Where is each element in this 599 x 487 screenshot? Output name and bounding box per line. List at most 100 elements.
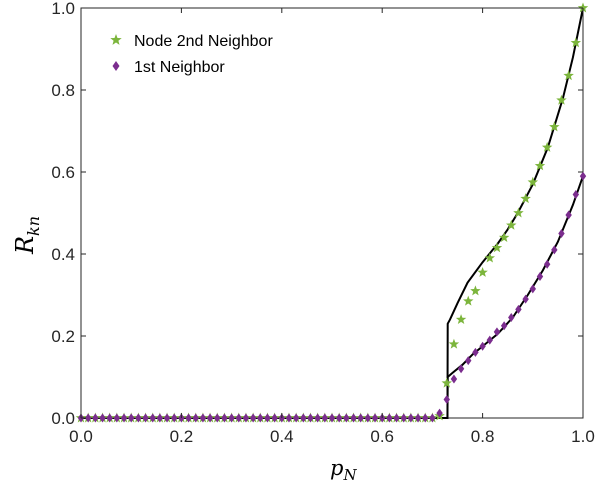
fit-line [81, 7, 584, 419]
data-point-diamond [371, 413, 379, 423]
data-point-diamond [271, 413, 278, 423]
data-point-star [570, 37, 582, 48]
legend-star-shape [110, 34, 122, 45]
data-point-diamond [92, 413, 99, 423]
data-point-diamond [558, 229, 565, 238]
data-point-diamond [393, 413, 400, 423]
data-point-diamond [400, 413, 407, 423]
data-markers [75, 2, 589, 423]
data-point-diamond [472, 347, 479, 357]
data-point-diamond [386, 413, 393, 423]
data-point-diamond [328, 413, 336, 423]
y-tick-label: 0.4 [51, 245, 75, 264]
y-tick-label: 0.8 [51, 81, 75, 100]
data-point-diamond [429, 413, 436, 423]
data-point-diamond [515, 304, 522, 314]
data-point-diamond [292, 413, 300, 423]
y-tick-label: 0.0 [51, 409, 75, 428]
data-point-diamond [300, 413, 307, 423]
data-point-diamond [199, 413, 207, 423]
data-point-diamond [579, 171, 587, 181]
data-point-diamond [135, 413, 142, 423]
data-point-star [506, 219, 517, 230]
x-tick-label: 0.0 [69, 427, 93, 446]
y-tick-label: 0.6 [51, 163, 75, 182]
data-point-diamond [493, 327, 501, 337]
data-point-diamond [163, 413, 171, 423]
data-point-diamond [106, 413, 113, 423]
data-point-star [549, 121, 560, 132]
data-point-diamond [192, 413, 199, 423]
y-tick-label: 1.0 [51, 0, 75, 18]
data-point-diamond [436, 408, 443, 418]
x-tick-label: 0.8 [471, 427, 495, 446]
data-point-diamond [529, 284, 536, 294]
data-point-diamond [171, 413, 178, 423]
data-point-diamond [206, 413, 214, 423]
x-tick-label: 0.2 [170, 427, 194, 446]
data-point-diamond [551, 245, 558, 255]
legend-diamond-shape [112, 61, 120, 71]
data-point-star [477, 266, 488, 277]
data-point-diamond [128, 413, 135, 423]
data-point-diamond [350, 413, 357, 423]
data-point-diamond [214, 413, 221, 423]
data-point-diamond [242, 413, 250, 423]
data-point-star [527, 176, 539, 187]
data-point-diamond [443, 395, 450, 405]
data-point-star [563, 70, 574, 81]
data-point-star [556, 94, 567, 105]
data-point-diamond [149, 413, 156, 423]
data-point-star [491, 242, 503, 253]
y-tick-label: 0.2 [51, 327, 75, 346]
data-point-diamond [572, 190, 580, 200]
y-axis-label: Rkn [11, 216, 43, 255]
data-point-star [470, 285, 481, 296]
data-point-diamond [228, 413, 235, 423]
legend-label-1st-neighbor: 1st Neighbor [134, 59, 225, 76]
data-point-star [498, 232, 510, 243]
data-point-diamond [414, 413, 422, 423]
x-tick-label: 0.4 [270, 427, 294, 446]
legend-marker-star-icon [110, 34, 122, 45]
data-point-diamond [543, 259, 551, 269]
legend-label-node-2nd-neighbor: Node 2nd Neighbor [134, 33, 273, 50]
data-point-diamond [113, 413, 121, 423]
data-point-diamond [235, 413, 242, 423]
data-point-diamond [335, 413, 343, 423]
data-point-diamond [314, 413, 321, 423]
x-axis-label: pN [330, 456, 357, 484]
data-point-star [520, 193, 531, 204]
data-point-diamond [465, 356, 472, 366]
data-point-diamond [221, 413, 228, 423]
data-point-diamond [185, 413, 192, 423]
data-point-star [455, 314, 467, 325]
x-axis-label-subscript: N [342, 466, 357, 484]
data-point-star [513, 207, 524, 218]
data-point-diamond [457, 364, 465, 374]
data-point-star [441, 377, 452, 388]
data-point-diamond [536, 272, 544, 282]
x-tick-label: 1.0 [571, 427, 595, 446]
data-point-diamond [364, 413, 372, 423]
data-point-star [463, 295, 474, 306]
data-point-star [484, 252, 496, 263]
data-point-diamond [249, 413, 257, 423]
data-point-diamond [321, 413, 329, 423]
x-axis-label-main: p [330, 456, 343, 480]
y-axis-label-main: R [11, 236, 39, 255]
data-point-diamond [486, 335, 493, 345]
data-point-diamond [450, 374, 458, 384]
data-point-star [577, 2, 589, 13]
data-point-diamond [99, 413, 106, 423]
data-point-diamond [84, 413, 92, 423]
ticks: 0.0 0.2 0.4 0.6 0.8 1.0 0.0 0.2 0.4 0.6 0.8 1.0 [51, 0, 594, 446]
data-point-diamond [407, 413, 415, 423]
legend-marker-diamond-icon [112, 61, 120, 71]
data-point-diamond [422, 413, 429, 423]
data-point-diamond [285, 413, 293, 423]
data-point-diamond [565, 210, 572, 220]
x-tick-label: 0.6 [370, 427, 394, 446]
data-point-diamond [120, 413, 128, 423]
